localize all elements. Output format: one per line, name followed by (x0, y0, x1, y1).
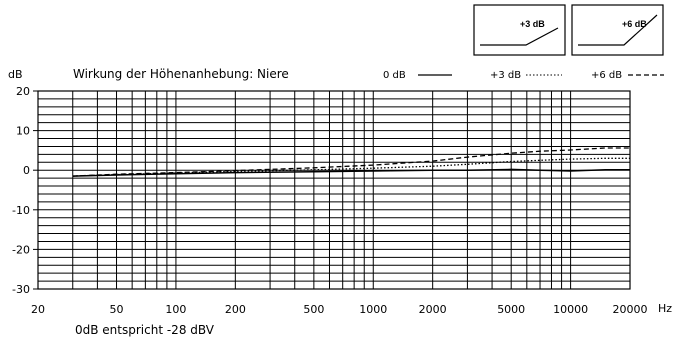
legend-label-0db: 0 dB (383, 70, 406, 81)
y-tick-label: 20 (16, 85, 30, 98)
legend-label-3db: +3 dB (490, 70, 521, 81)
grid (33, 90, 631, 290)
x-tick-label: 5000 (497, 303, 525, 316)
inset-label-3db: +3 dB (520, 19, 545, 29)
legend-item-6db: +6 dB (591, 70, 664, 81)
series-line-solid (72, 168, 630, 177)
inset-curve-6db (578, 14, 658, 46)
x-tick-label: 100 (165, 303, 186, 316)
reference-note: 0dB entspricht -28 dBV (75, 323, 215, 337)
x-tick-label: 500 (303, 303, 324, 316)
y-tick-label: -10 (12, 204, 30, 217)
x-tick-label: 20 (31, 303, 45, 316)
y-tick-label: 10 (16, 125, 30, 138)
x-tick-label: 10000 (553, 303, 588, 316)
y-tick-label: -20 (12, 243, 30, 256)
series-line-dashed (72, 147, 630, 177)
inset-frame-6db (571, 4, 664, 56)
x-axis-unit-label: Hz (658, 302, 672, 315)
chart-title: Wirkung der Höhenanhebung: Niere (73, 67, 289, 81)
legend-item-3db: +3 dB (490, 70, 562, 81)
inset-frame-3db (473, 4, 566, 56)
plot-frame (37, 90, 631, 290)
x-tick-label: 200 (225, 303, 246, 316)
series-lines (72, 147, 630, 177)
inset-label-6db: +6 dB (622, 19, 647, 29)
inset-curve-3db (480, 27, 559, 46)
y-tick-label: 0 (23, 164, 30, 177)
inset-box-6db: +6 dB (571, 4, 664, 56)
inset-box-3db: +3 dB (473, 4, 566, 56)
y-tick-label: -30 (12, 283, 30, 296)
y-axis-label: dB (8, 68, 23, 81)
series-line-dotted (72, 157, 630, 177)
x-tick-label: 2000 (419, 303, 447, 316)
x-tick-label: 20000 (613, 303, 648, 316)
legend: 0 dB +3 dB +6 dB (383, 70, 664, 81)
x-tick-label: 50 (110, 303, 124, 316)
tick-labels: 20 50 100 200 500 1000 2000 5000 10000 2000020100… (12, 85, 647, 316)
legend-item-0db: 0 dB (383, 70, 452, 81)
legend-label-6db: +6 dB (591, 70, 622, 81)
x-tick-label: 1000 (359, 303, 387, 316)
